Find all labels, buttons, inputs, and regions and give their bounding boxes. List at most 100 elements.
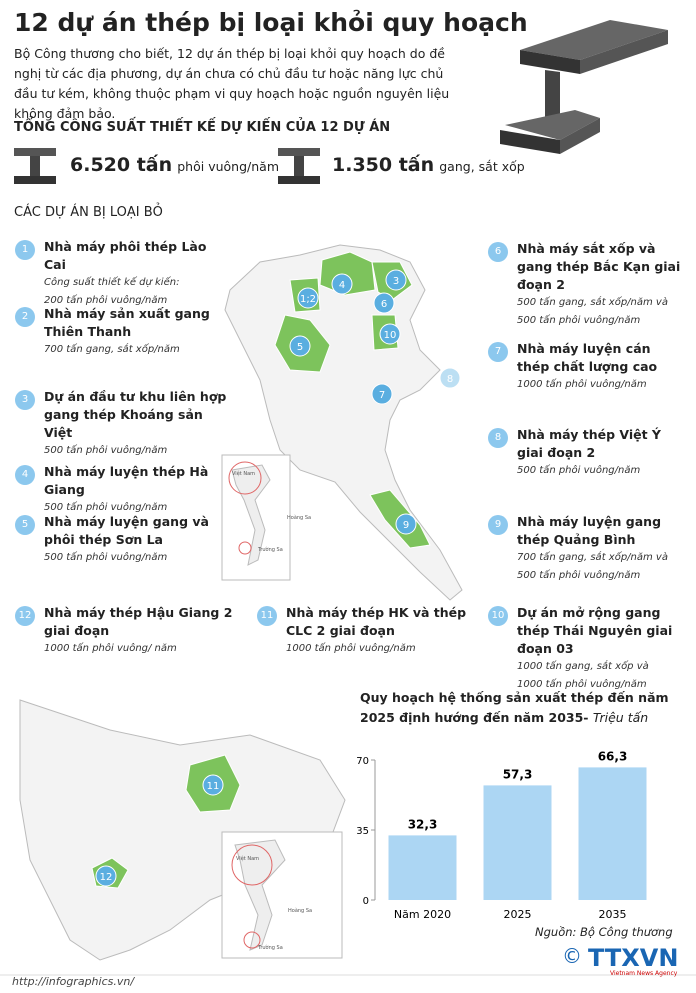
- map-marker-label: 11: [207, 781, 220, 792]
- project-number: 7: [488, 342, 508, 362]
- project-detail: 1000 tấn phôi vuông/năm: [517, 679, 647, 690]
- project: Nhà máy luyện cán thép chất lượng cao 100…: [517, 340, 687, 394]
- project-name: Nhà máy luyện cán thép chất lượng cao: [517, 341, 658, 374]
- project-number: 3: [15, 390, 35, 410]
- bar: [578, 767, 647, 900]
- unit: gang, sắt xốp: [439, 159, 525, 174]
- map-label: Việt Nam: [236, 855, 259, 862]
- capacity-item: 1.350 tấn gang, sắt xốp: [332, 154, 525, 176]
- intro: Bộ Công thương cho biết, 12 dự án thép b…: [14, 46, 450, 121]
- map-marker-label: 7: [379, 390, 385, 401]
- bar: [483, 785, 552, 900]
- project: Nhà máy luyện gang và phôi thép Sơn La 50…: [44, 513, 214, 567]
- north-map: [221, 244, 463, 601]
- map-label: Hoàng Sa: [288, 907, 312, 914]
- project-detail: 500 tấn phôi vuông/năm: [44, 552, 168, 563]
- project-name: Nhà máy thép Việt Ý giai đoạn 2: [517, 427, 661, 460]
- project-name: Nhà máy luyện gang và phôi thép Sơn La: [44, 514, 209, 547]
- amount: 1.350 tấn: [332, 154, 435, 176]
- south-map: [19, 699, 346, 961]
- project-detail: 700 tấn gang, sắt xốp/năm và: [517, 552, 668, 563]
- project-detail: 500 tấn phôi vuông/năm: [44, 502, 168, 513]
- chart-title-text: Quy hoạch hệ thống sản xuất thép đến năm…: [360, 690, 669, 725]
- project-number: 5: [15, 515, 35, 535]
- y-tick-label: 70: [356, 756, 369, 767]
- project: Dự án đầu tư khu liên hợp gang thép Khoá…: [44, 388, 234, 460]
- x-tick-label: Năm 2020: [394, 908, 451, 921]
- bar: [388, 835, 457, 900]
- footer-url: http://infographics.vn/: [12, 975, 135, 988]
- copyright: ©: [562, 944, 582, 968]
- value-label: 66,3: [598, 749, 628, 763]
- x-tick-label: 2035: [599, 908, 627, 921]
- project: Nhà máy thép Việt Ý giai đoạn 2 500 tấn p…: [517, 426, 667, 480]
- map-marker-label: 4: [339, 280, 345, 291]
- project-name: Dự án mở rộng gang thép Thái Nguyên giai…: [517, 605, 673, 656]
- map-marker: [297, 287, 319, 309]
- map-marker: [379, 323, 401, 345]
- project-detail: 500 tấn phôi vuông/năm: [44, 445, 168, 456]
- project-number: 1: [15, 240, 35, 260]
- chart-title: Quy hoạch hệ thống sản xuất thép đến năm…: [360, 688, 690, 728]
- amount: 6.520 tấn: [70, 154, 173, 176]
- project-number: 4: [15, 465, 35, 485]
- project-name: Nhà máy thép HK và thép CLC 2 giai đoạn: [286, 605, 467, 638]
- project-detail: 1000 tấn gang, sắt xốp và: [517, 661, 649, 672]
- project: Nhà máy luyện thép Hà Giang 500 tấn phôi …: [44, 463, 234, 517]
- project-detail: 700 tấn gang, sắt xốp/năm: [44, 344, 180, 355]
- project-detail: 500 tấn phôi vuông/năm: [517, 570, 641, 581]
- project: Nhà máy thép HK và thép CLC 2 giai đoạn 1…: [286, 604, 476, 658]
- project-number: 12: [15, 606, 35, 626]
- y-tick-label: 35: [356, 826, 369, 837]
- map-marker: [289, 335, 311, 357]
- project-name: Nhà máy luyện thép Hà Giang: [44, 464, 209, 497]
- x-tick-label: 2025: [504, 908, 532, 921]
- project-name: Nhà máy sắt xốp và gang thép Bắc Kạn gia…: [517, 241, 681, 292]
- agency: Vietnam News Agency: [610, 970, 678, 977]
- map-marker-label: 12: [100, 872, 113, 883]
- map-marker: [331, 273, 353, 295]
- map-marker-label: 9: [403, 520, 409, 531]
- project-name: Nhà máy phôi thép Lào Cai: [44, 239, 207, 272]
- map-marker-label: 3: [393, 276, 399, 287]
- project: Nhà máy luyện gang thép Quảng Bình 700 tấ…: [517, 513, 692, 585]
- project-detail: 1000 tấn phôi vuông/năm: [286, 643, 416, 654]
- map-marker: [395, 513, 417, 535]
- map-marker: [371, 383, 393, 405]
- project-detail: Công suất thiết kế dự kiến:: [44, 277, 180, 288]
- y-tick-label: 0: [363, 896, 369, 907]
- project-number: 6: [488, 242, 508, 262]
- project-number: 2: [15, 307, 35, 327]
- small-beam-icon: [14, 148, 320, 184]
- title: 12 dự án thép bị loại khỏi quy hoạch: [14, 8, 528, 37]
- map-marker-label: 6: [381, 299, 387, 310]
- project-name: Nhà máy sản xuất gang Thiên Thanh: [44, 306, 210, 339]
- project: Nhà máy sản xuất gang Thiên Thanh 700 tấn…: [44, 305, 219, 359]
- project-detail: 500 tấn phôi vuông/năm: [517, 465, 641, 476]
- value-label: 32,3: [408, 817, 438, 831]
- project-name: Nhà máy luyện gang thép Quảng Bình: [517, 514, 662, 547]
- capacity-heading: TỔNG CÔNG SUẤT THIẾT KẾ DỰ KIẾN CỦA 12 D…: [14, 120, 391, 135]
- map-marker-label: 5: [297, 342, 303, 353]
- logo: TTXVN: [588, 944, 679, 972]
- project-number: 10: [488, 606, 508, 626]
- project-detail: 500 tấn phôi vuông/năm: [517, 315, 641, 326]
- project-number: 11: [257, 606, 277, 626]
- steel-beam-icon: [500, 20, 668, 154]
- projects-heading: CÁC DỰ ÁN BỊ LOẠI BỎ: [14, 205, 163, 220]
- project: Nhà máy phôi thép Lào Cai Công suất thiết…: [44, 238, 214, 310]
- map-label: Trường Sa: [257, 944, 283, 951]
- map-marker-label: 1;2: [300, 294, 316, 305]
- project: Nhà máy thép Hậu Giang 2 giai đoạn 1000 t…: [44, 604, 234, 658]
- unit: phôi vuông/năm: [177, 159, 279, 174]
- project-detail: 1000 tấn phôi vuông/năm: [517, 379, 647, 390]
- project-name: Dự án đầu tư khu liên hợp gang thép Khoá…: [44, 389, 227, 440]
- capacity-item: 6.520 tấn phôi vuông/năm: [70, 154, 279, 176]
- project-number: 8: [488, 428, 508, 448]
- map-marker: [95, 865, 117, 887]
- map-label: Việt Nam: [232, 470, 255, 477]
- value-label: 57,3: [503, 767, 533, 781]
- map-marker: [385, 269, 407, 291]
